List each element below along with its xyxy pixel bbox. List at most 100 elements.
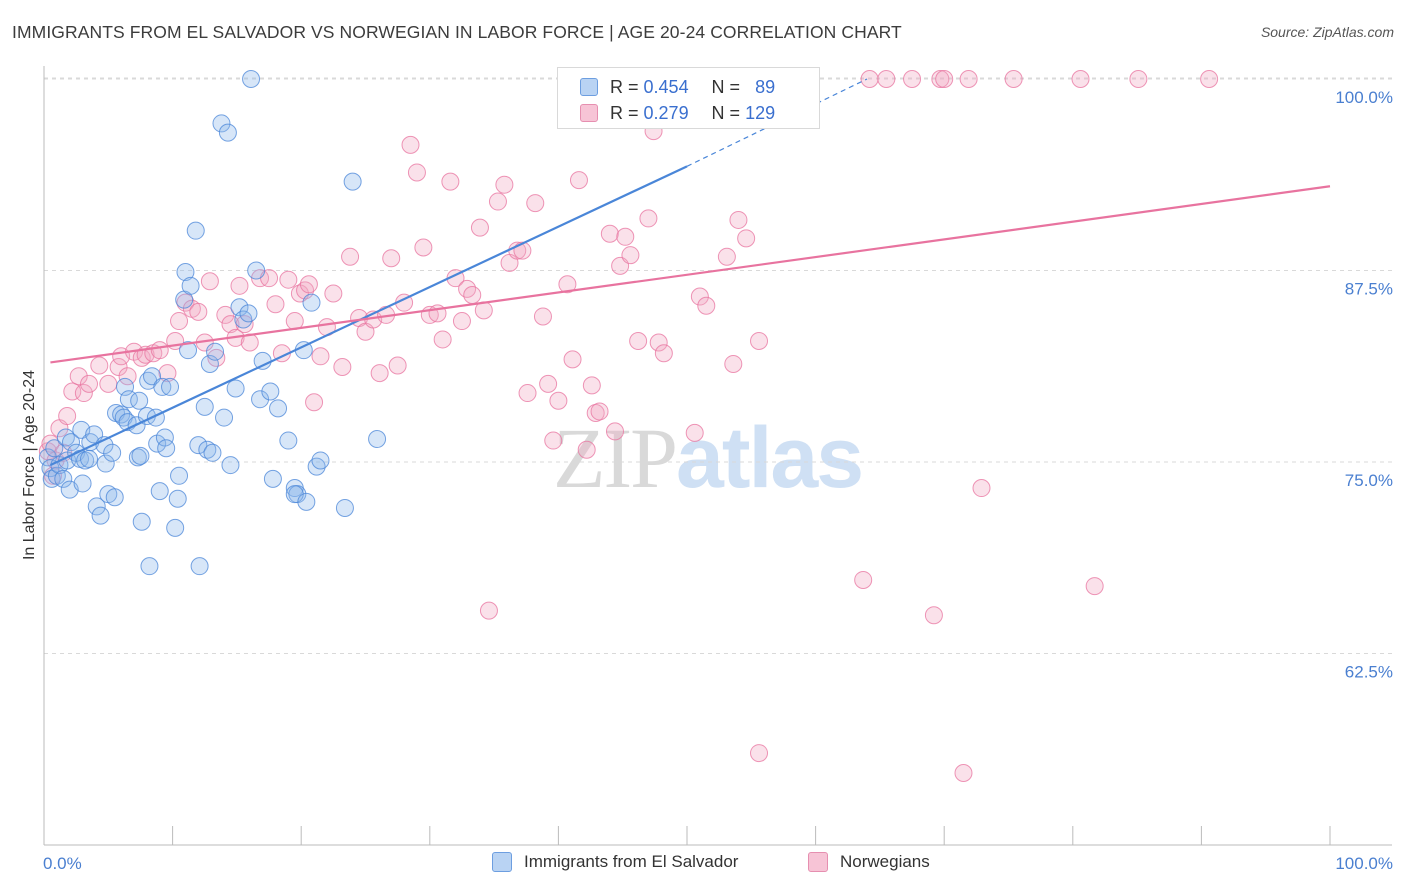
data-point: [649, 333, 668, 352]
data-point: [200, 272, 219, 291]
data-point: [549, 391, 568, 410]
data-point: [370, 364, 389, 383]
data-point: [629, 331, 648, 350]
data-point: [414, 238, 433, 257]
data-point: [605, 422, 624, 441]
data-point: [230, 276, 249, 295]
data-point: [558, 275, 577, 294]
data-point: [343, 172, 362, 191]
data-point: [750, 744, 769, 763]
data-point: [157, 439, 176, 458]
r-value: 0.279: [643, 102, 689, 123]
data-point: [130, 391, 149, 410]
data-point: [263, 469, 282, 488]
data-point: [311, 451, 330, 470]
legend-label: Norwegians: [840, 852, 930, 871]
data-point: [690, 287, 709, 306]
data-point: [195, 397, 214, 416]
data-point: [54, 469, 73, 488]
axes: [43, 66, 1392, 846]
data-point: [305, 393, 324, 412]
data-point: [533, 307, 552, 326]
data-point: [215, 408, 234, 427]
data-point: [441, 172, 460, 191]
bottom-legend: Immigrants from El Salvador Norwegians: [0, 852, 1406, 878]
data-point: [131, 446, 150, 465]
data-point: [860, 70, 879, 88]
data-point: [577, 440, 596, 459]
trend-lines: [49, 78, 1331, 467]
data-point: [221, 456, 240, 475]
data-point: [924, 606, 943, 625]
stats-row-norwegians: R = 0.279 N = 129: [580, 101, 775, 125]
data-point: [179, 341, 198, 360]
data-point: [1004, 70, 1023, 88]
data-point: [261, 382, 280, 401]
stats-swatch-pink: [580, 104, 598, 122]
chart-title: IMMIGRANTS FROM EL SALVADOR VS NORWEGIAN…: [12, 22, 902, 42]
watermark-zip: ZIP: [553, 410, 678, 506]
data-point: [189, 302, 208, 321]
data-point: [168, 489, 187, 508]
y-tick-label: 100.0%: [1335, 88, 1393, 107]
data-point: [153, 377, 172, 396]
data-point: [96, 454, 115, 473]
data-point: [959, 70, 978, 88]
stats-swatch-blue: [580, 78, 598, 96]
legend-swatch-pink: [808, 852, 828, 872]
data-point: [212, 114, 231, 133]
data-point: [239, 304, 258, 323]
data-point: [132, 512, 151, 531]
data-point: [616, 227, 635, 246]
x-tick-label-right: 100.0%: [1335, 854, 1393, 873]
data-point: [269, 399, 288, 418]
data-point: [388, 356, 407, 375]
data-point: [198, 440, 217, 459]
data-point: [569, 171, 588, 190]
data-point: [62, 433, 81, 452]
data-point: [58, 407, 77, 426]
data-point: [105, 488, 124, 507]
data-point: [495, 175, 514, 194]
data-point: [140, 557, 159, 576]
gridlines: [44, 77, 1395, 654]
data-point: [297, 492, 316, 511]
data-point: [189, 436, 208, 455]
data-point: [99, 374, 118, 393]
data-point: [311, 347, 330, 366]
data-point: [488, 192, 507, 211]
n-value: 129: [745, 102, 776, 123]
legend-item-el-salvador[interactable]: Immigrants from El Salvador: [492, 852, 738, 872]
data-point: [737, 229, 756, 248]
r-value: 0.454: [643, 76, 689, 97]
data-point: [299, 275, 318, 294]
data-point: [103, 443, 122, 462]
data-point: [170, 312, 189, 331]
data-point: [203, 443, 222, 462]
data-point: [854, 570, 873, 589]
data-point: [685, 423, 704, 442]
data-point: [544, 431, 563, 450]
data-point: [479, 601, 498, 620]
data-point: [253, 351, 272, 370]
data-point: [382, 249, 401, 268]
data-point: [407, 163, 426, 182]
data-point: [931, 70, 950, 88]
data-point: [590, 402, 609, 421]
data-point: [216, 305, 235, 324]
r-label: R =: [610, 102, 639, 123]
data-point: [266, 295, 285, 314]
data-point: [218, 123, 237, 142]
data-point: [972, 479, 991, 498]
data-point: [190, 557, 209, 576]
data-point: [176, 263, 195, 282]
data-point: [186, 221, 205, 240]
data-point: [206, 342, 225, 361]
n-value: 89: [755, 76, 776, 97]
data-point: [279, 270, 298, 289]
data-point: [639, 209, 658, 228]
source-credit: Source: ZipAtlas.com: [1260, 24, 1394, 40]
data-point: [109, 358, 128, 377]
data-point: [903, 70, 922, 88]
legend-item-norwegians[interactable]: Norwegians: [808, 852, 930, 872]
